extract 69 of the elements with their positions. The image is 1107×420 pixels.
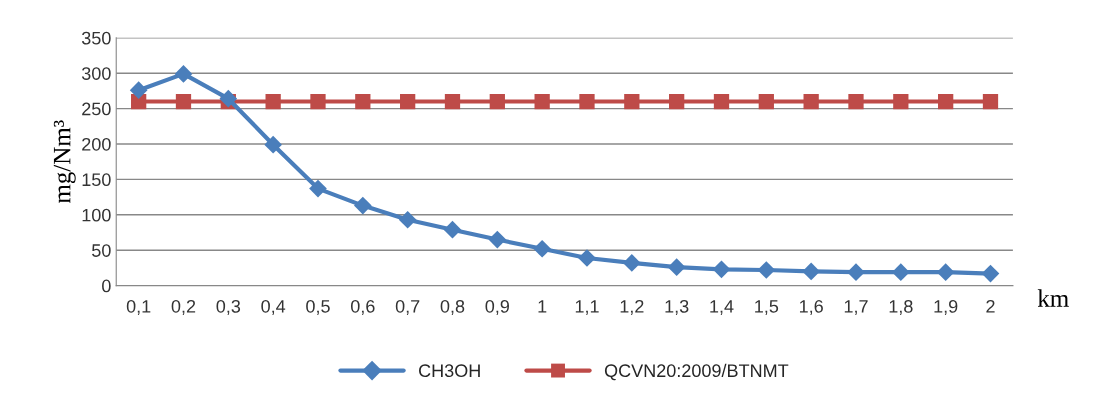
point (174, 65, 193, 83)
point (848, 93, 864, 110)
x-tick-label: 0,6 (350, 299, 375, 315)
point (757, 261, 776, 279)
point (444, 93, 461, 110)
x-tick-label: 1,8 (889, 299, 913, 315)
point (489, 93, 505, 110)
x-tick-label: 1 (538, 300, 547, 313)
x-tick-label: 1,7 (844, 300, 868, 315)
point (265, 93, 281, 110)
point (219, 89, 238, 108)
point (622, 254, 641, 272)
point (353, 196, 372, 215)
x-tick-label: 0,3 (216, 299, 241, 315)
x-tick-label: 1,5 (755, 300, 779, 315)
point (579, 93, 595, 110)
y-tick-label: 350 (81, 31, 111, 45)
point (982, 93, 999, 110)
point (533, 239, 551, 258)
point (758, 93, 774, 110)
point (893, 93, 909, 110)
x-tick-label: 1,2 (620, 299, 644, 315)
point (624, 93, 640, 110)
y-tick-label: 300 (81, 67, 111, 80)
y-tick-label: 100 (82, 208, 111, 222)
point (712, 260, 731, 279)
point (309, 179, 327, 198)
point (981, 264, 1000, 283)
point (802, 262, 820, 281)
point (667, 258, 686, 277)
y-tick-label: 150 (82, 173, 111, 187)
x-tick-label: 1,3 (665, 299, 689, 315)
x-tick-label: 2 (986, 299, 995, 313)
x-axis-title: km (1037, 289, 1069, 307)
point (175, 93, 192, 110)
point (129, 81, 148, 100)
point (488, 230, 507, 249)
legend-label: CH3OH (419, 364, 480, 378)
point (938, 93, 954, 110)
point (355, 93, 371, 110)
point (398, 210, 417, 229)
x-tick-label: 0,5 (306, 299, 330, 315)
point (847, 263, 865, 281)
point (713, 93, 730, 110)
x-tick-label: 1,9 (934, 299, 958, 315)
y-tick-label: 50 (92, 244, 111, 257)
point (578, 249, 596, 267)
x-tick-label: 0,8 (440, 299, 465, 315)
point (534, 93, 550, 110)
x-tick-label: 0,9 (485, 299, 510, 315)
x-tick-label: 1,1 (575, 300, 599, 315)
y-axis-title: mg/Nm³ (53, 120, 76, 204)
y-tick-label: 0 (102, 279, 111, 293)
legend-label: QCVN20:2009/BTNMT (604, 363, 789, 381)
x-tick-label: 1,6 (799, 299, 823, 315)
point (803, 93, 819, 110)
point (264, 135, 282, 154)
x-tick-label: 0,4 (261, 299, 286, 315)
x-tick-label: 1,4 (710, 300, 734, 315)
point (669, 93, 685, 110)
point (400, 93, 416, 110)
x-tick-label: 0,7 (395, 299, 420, 315)
point (936, 263, 955, 281)
point (443, 220, 462, 239)
x-tick-label: 0,1 (126, 299, 151, 315)
point (310, 93, 326, 110)
y-tick-label: 200 (82, 137, 111, 151)
x-tick-label: 0,2 (171, 299, 196, 315)
y-tick-label: 250 (82, 102, 111, 116)
